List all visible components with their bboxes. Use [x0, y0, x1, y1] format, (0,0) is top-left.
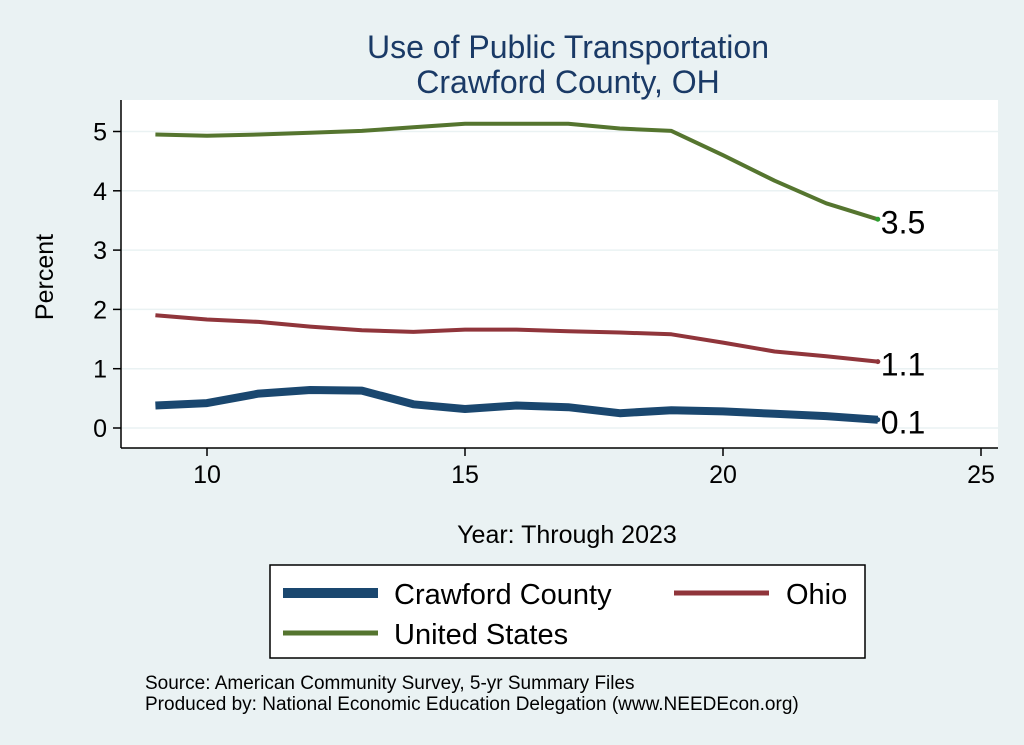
- x-tick-label-20: 20: [709, 461, 737, 489]
- end-point-ohio: [875, 359, 881, 365]
- end-label-crawford-county: 0.1: [881, 405, 925, 441]
- x-tick-label-10: 10: [193, 461, 221, 489]
- end-point-crawford-county: [875, 417, 881, 423]
- y-axis-title: Percent: [31, 234, 59, 320]
- legend-label-united-states: United States: [394, 619, 568, 651]
- legend-label-ohio: Ohio: [786, 579, 847, 611]
- end-point-united-states: [875, 216, 881, 222]
- x-axis-title: Year: Through 2023: [457, 521, 677, 549]
- y-tick-label-2: 2: [93, 296, 107, 324]
- source-note: Source: American Community Survey, 5-yr …: [145, 673, 635, 694]
- chart-title-line-2: Crawford County, OH: [416, 64, 720, 100]
- y-tick-label-1: 1: [93, 356, 107, 384]
- producer-note: Produced by: National Economic Education…: [145, 694, 799, 715]
- series-line-ohio: [155, 313, 879, 364]
- y-tick-label-5: 5: [93, 119, 107, 147]
- grid-lines: [121, 130, 998, 429]
- end-label-united-states: 3.5: [881, 204, 925, 240]
- axes: 0 1 2 3 4 5 10 15 20 25: [93, 100, 998, 489]
- y-tick-label-3: 3: [93, 237, 107, 265]
- legend-label-crawford-county: Crawford County: [394, 579, 612, 611]
- end-label-ohio: 1.1: [881, 347, 925, 383]
- series-lines: [155, 121, 881, 424]
- series-line-united-states: [155, 121, 879, 222]
- y-tick-label-4: 4: [93, 178, 107, 206]
- chart-title-line-1: Use of Public Transportation: [367, 29, 769, 65]
- x-tick-label-25: 25: [967, 461, 995, 489]
- legend-box: [269, 564, 866, 659]
- series-line-crawford-county: [155, 386, 879, 424]
- end-labels: 3.5 1.1 0.1: [881, 204, 925, 440]
- legend: Crawford County Ohio United States: [269, 564, 866, 659]
- x-tick-label-15: 15: [451, 461, 479, 489]
- y-tick-label-0: 0: [93, 415, 107, 443]
